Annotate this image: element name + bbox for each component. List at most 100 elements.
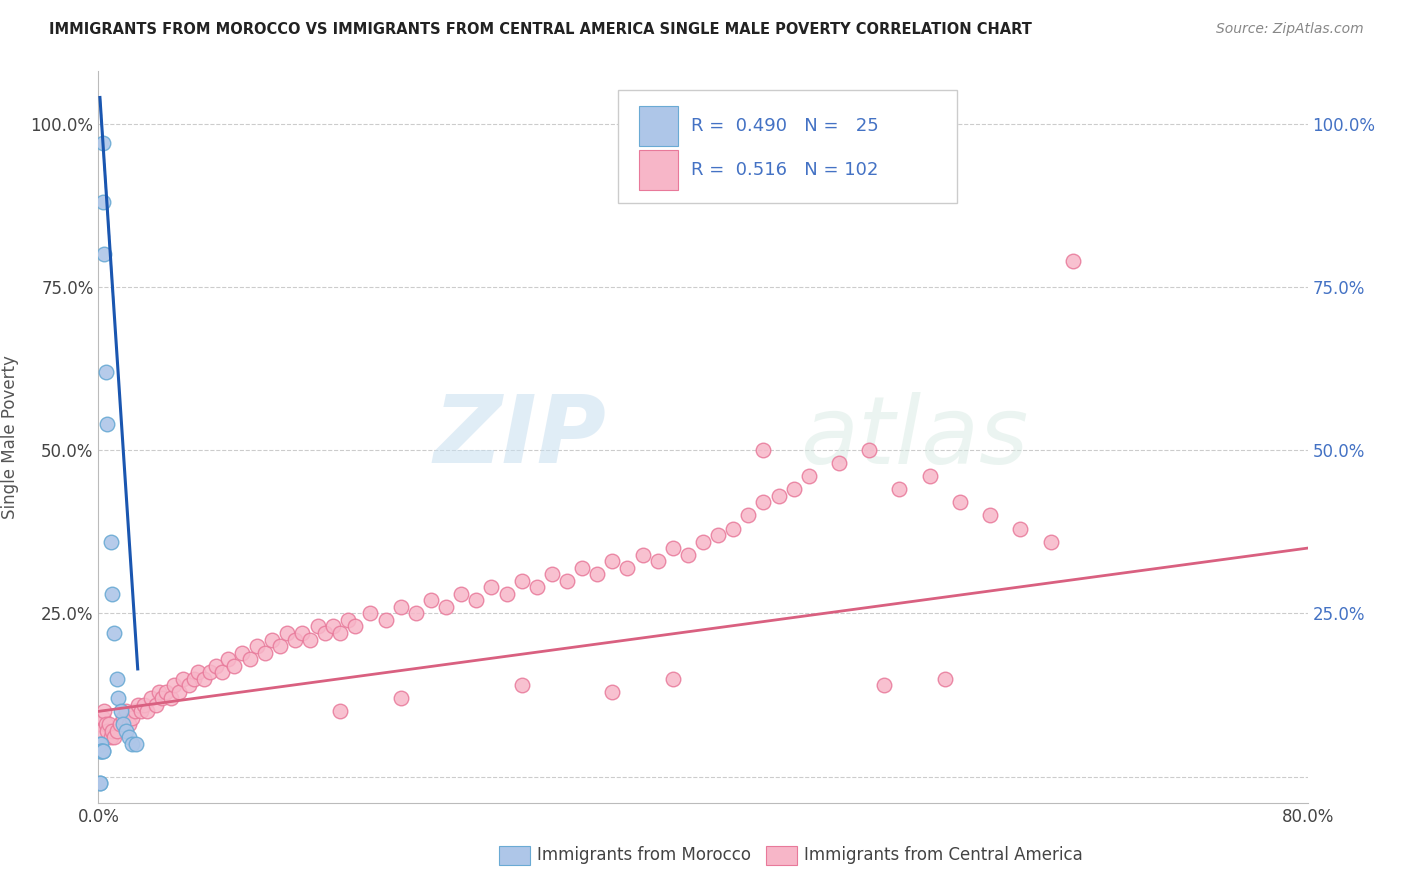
Point bbox=[262, 632, 284, 647]
Point bbox=[889, 483, 911, 497]
Point bbox=[91, 743, 114, 757]
Text: atlas: atlas bbox=[800, 392, 1028, 483]
Point bbox=[276, 626, 298, 640]
Point bbox=[647, 554, 669, 568]
Point bbox=[91, 711, 114, 725]
Point bbox=[108, 717, 131, 731]
Point bbox=[314, 626, 336, 640]
Point bbox=[103, 731, 125, 745]
Point bbox=[269, 639, 291, 653]
Point bbox=[1039, 534, 1062, 549]
Point bbox=[167, 685, 190, 699]
Text: Source: ZipAtlas.com: Source: ZipAtlas.com bbox=[1216, 22, 1364, 37]
Point bbox=[631, 548, 654, 562]
Point bbox=[526, 580, 548, 594]
Point bbox=[405, 607, 427, 621]
Point bbox=[873, 678, 896, 692]
Point bbox=[107, 691, 129, 706]
Point bbox=[389, 599, 412, 614]
Point bbox=[145, 698, 167, 712]
Point bbox=[129, 705, 152, 719]
Point bbox=[1010, 521, 1032, 535]
Point bbox=[602, 554, 624, 568]
Point bbox=[661, 672, 683, 686]
Point bbox=[540, 567, 562, 582]
Point bbox=[949, 495, 972, 509]
Point bbox=[661, 541, 683, 555]
Point bbox=[105, 723, 128, 738]
Point bbox=[124, 705, 146, 719]
Point bbox=[450, 587, 472, 601]
Point bbox=[114, 705, 136, 719]
Text: IMMIGRANTS FROM MOROCCO VS IMMIGRANTS FROM CENTRAL AMERICA SINGLE MALE POVERTY C: IMMIGRANTS FROM MOROCCO VS IMMIGRANTS FR… bbox=[49, 22, 1032, 37]
Point bbox=[299, 632, 322, 647]
Text: ZIP: ZIP bbox=[433, 391, 606, 483]
Point bbox=[495, 587, 517, 601]
Point bbox=[389, 691, 412, 706]
Point bbox=[183, 672, 205, 686]
Point bbox=[111, 717, 134, 731]
Point bbox=[858, 443, 880, 458]
Point bbox=[420, 593, 443, 607]
Point bbox=[752, 443, 775, 458]
Point bbox=[783, 483, 806, 497]
Point bbox=[555, 574, 578, 588]
Point bbox=[90, 723, 112, 738]
Point bbox=[90, 743, 112, 757]
Point bbox=[707, 528, 730, 542]
Point bbox=[284, 632, 307, 647]
Point bbox=[98, 717, 121, 731]
Point bbox=[91, 743, 114, 757]
Point bbox=[828, 456, 851, 470]
Point bbox=[374, 613, 396, 627]
Text: Immigrants from Morocco: Immigrants from Morocco bbox=[537, 847, 751, 864]
Point bbox=[510, 574, 533, 588]
Point bbox=[100, 534, 122, 549]
Point bbox=[110, 705, 132, 719]
Point bbox=[918, 469, 941, 483]
Bar bbox=[766, 846, 797, 865]
Point bbox=[172, 672, 194, 686]
Point bbox=[676, 548, 699, 562]
Point bbox=[155, 685, 177, 699]
Point bbox=[231, 646, 253, 660]
Point bbox=[434, 599, 457, 614]
Text: Immigrants from Central America: Immigrants from Central America bbox=[804, 847, 1083, 864]
Point bbox=[148, 685, 170, 699]
Point bbox=[105, 672, 128, 686]
Point bbox=[93, 247, 115, 261]
Point bbox=[127, 698, 149, 712]
Point bbox=[322, 619, 344, 633]
Point bbox=[89, 737, 111, 751]
Point bbox=[253, 646, 276, 660]
Point bbox=[111, 711, 134, 725]
Point bbox=[179, 678, 201, 692]
Point bbox=[125, 737, 148, 751]
Point bbox=[200, 665, 222, 680]
Point bbox=[135, 705, 157, 719]
Point bbox=[239, 652, 262, 666]
Point bbox=[114, 723, 136, 738]
Point bbox=[465, 593, 488, 607]
Point bbox=[1062, 253, 1084, 268]
Text: R =  0.516   N = 102: R = 0.516 N = 102 bbox=[690, 161, 879, 179]
Point bbox=[934, 672, 956, 686]
Point bbox=[979, 508, 1001, 523]
Point bbox=[752, 495, 775, 509]
Point bbox=[329, 626, 352, 640]
Point bbox=[93, 705, 115, 719]
Bar bbox=[638, 150, 678, 190]
Point bbox=[94, 717, 117, 731]
Point bbox=[217, 652, 239, 666]
Point bbox=[150, 691, 173, 706]
Point bbox=[118, 717, 141, 731]
Point bbox=[89, 776, 111, 790]
Point bbox=[121, 711, 143, 725]
Point bbox=[187, 665, 209, 680]
Bar bbox=[638, 106, 678, 146]
Point bbox=[89, 743, 111, 757]
Point bbox=[768, 489, 790, 503]
Point bbox=[163, 678, 186, 692]
Point bbox=[100, 731, 122, 745]
Point bbox=[91, 194, 114, 209]
